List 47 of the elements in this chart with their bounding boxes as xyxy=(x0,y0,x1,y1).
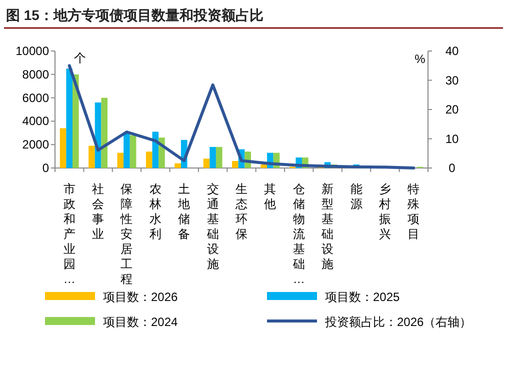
y-tick-label: 2000 xyxy=(22,138,50,152)
bar xyxy=(146,152,152,168)
bar xyxy=(117,152,124,168)
line-series xyxy=(68,64,416,170)
bar xyxy=(210,146,216,168)
x-tick-label: 新型基础设施 xyxy=(320,182,334,271)
x-tick-label: 乡村振兴 xyxy=(378,182,391,241)
bar xyxy=(60,128,66,168)
y2-tick-label: 20 xyxy=(445,102,459,116)
x-tick-label: 特殊项目 xyxy=(408,182,420,241)
y-axis-title: 个 xyxy=(74,51,86,65)
bar xyxy=(232,160,238,168)
y-tick-label: 4000 xyxy=(22,114,50,128)
x-tick-label: 社会事业 xyxy=(92,182,104,241)
y2-tick-label: 30 xyxy=(445,73,459,88)
bar xyxy=(101,98,108,168)
y-tick-label: 6000 xyxy=(22,90,50,105)
y2-tick-label: 10 xyxy=(445,132,459,146)
bar xyxy=(130,135,136,168)
legend-label: 项目数：2024 xyxy=(103,315,178,329)
chart-title: 图 15：地方专项债项目数量和投资额占比 xyxy=(6,7,264,23)
legend-label: 投资额占比：2026（右轴） xyxy=(324,315,472,329)
x-tick-label: 其他 xyxy=(264,182,276,211)
y2-tick-label: 0 xyxy=(448,161,456,175)
y-tick-label: 0 xyxy=(42,161,50,175)
legend-label: 项目数：2025 xyxy=(325,290,400,304)
x-tick-label: 市政和产业园… xyxy=(63,182,76,286)
bar xyxy=(203,158,210,168)
bar xyxy=(88,146,95,168)
y2-tick-label: 40 xyxy=(445,44,459,58)
x-tick-label: 农林水利 xyxy=(148,182,162,241)
y2-axis-title: % xyxy=(414,52,426,66)
x-tick-label: 土地储备 xyxy=(177,182,190,241)
x-tick-label: 交通基础设施 xyxy=(206,182,219,271)
y-tick-label: 8000 xyxy=(22,67,50,82)
x-tick-label: 保障性安居工程 xyxy=(120,182,133,286)
y-tick-label: 10000 xyxy=(16,44,50,58)
bar xyxy=(260,164,268,168)
x-tick-label: 能源 xyxy=(350,182,362,211)
bar xyxy=(72,74,79,168)
x-tick-label: 仓储物流基础… xyxy=(292,182,305,286)
bar xyxy=(66,68,72,168)
x-tick-label: 生态环保 xyxy=(234,182,248,241)
legend-label: 项目数：2026 xyxy=(103,290,178,304)
bar xyxy=(174,163,181,168)
bar xyxy=(216,146,222,168)
bar xyxy=(124,132,130,168)
